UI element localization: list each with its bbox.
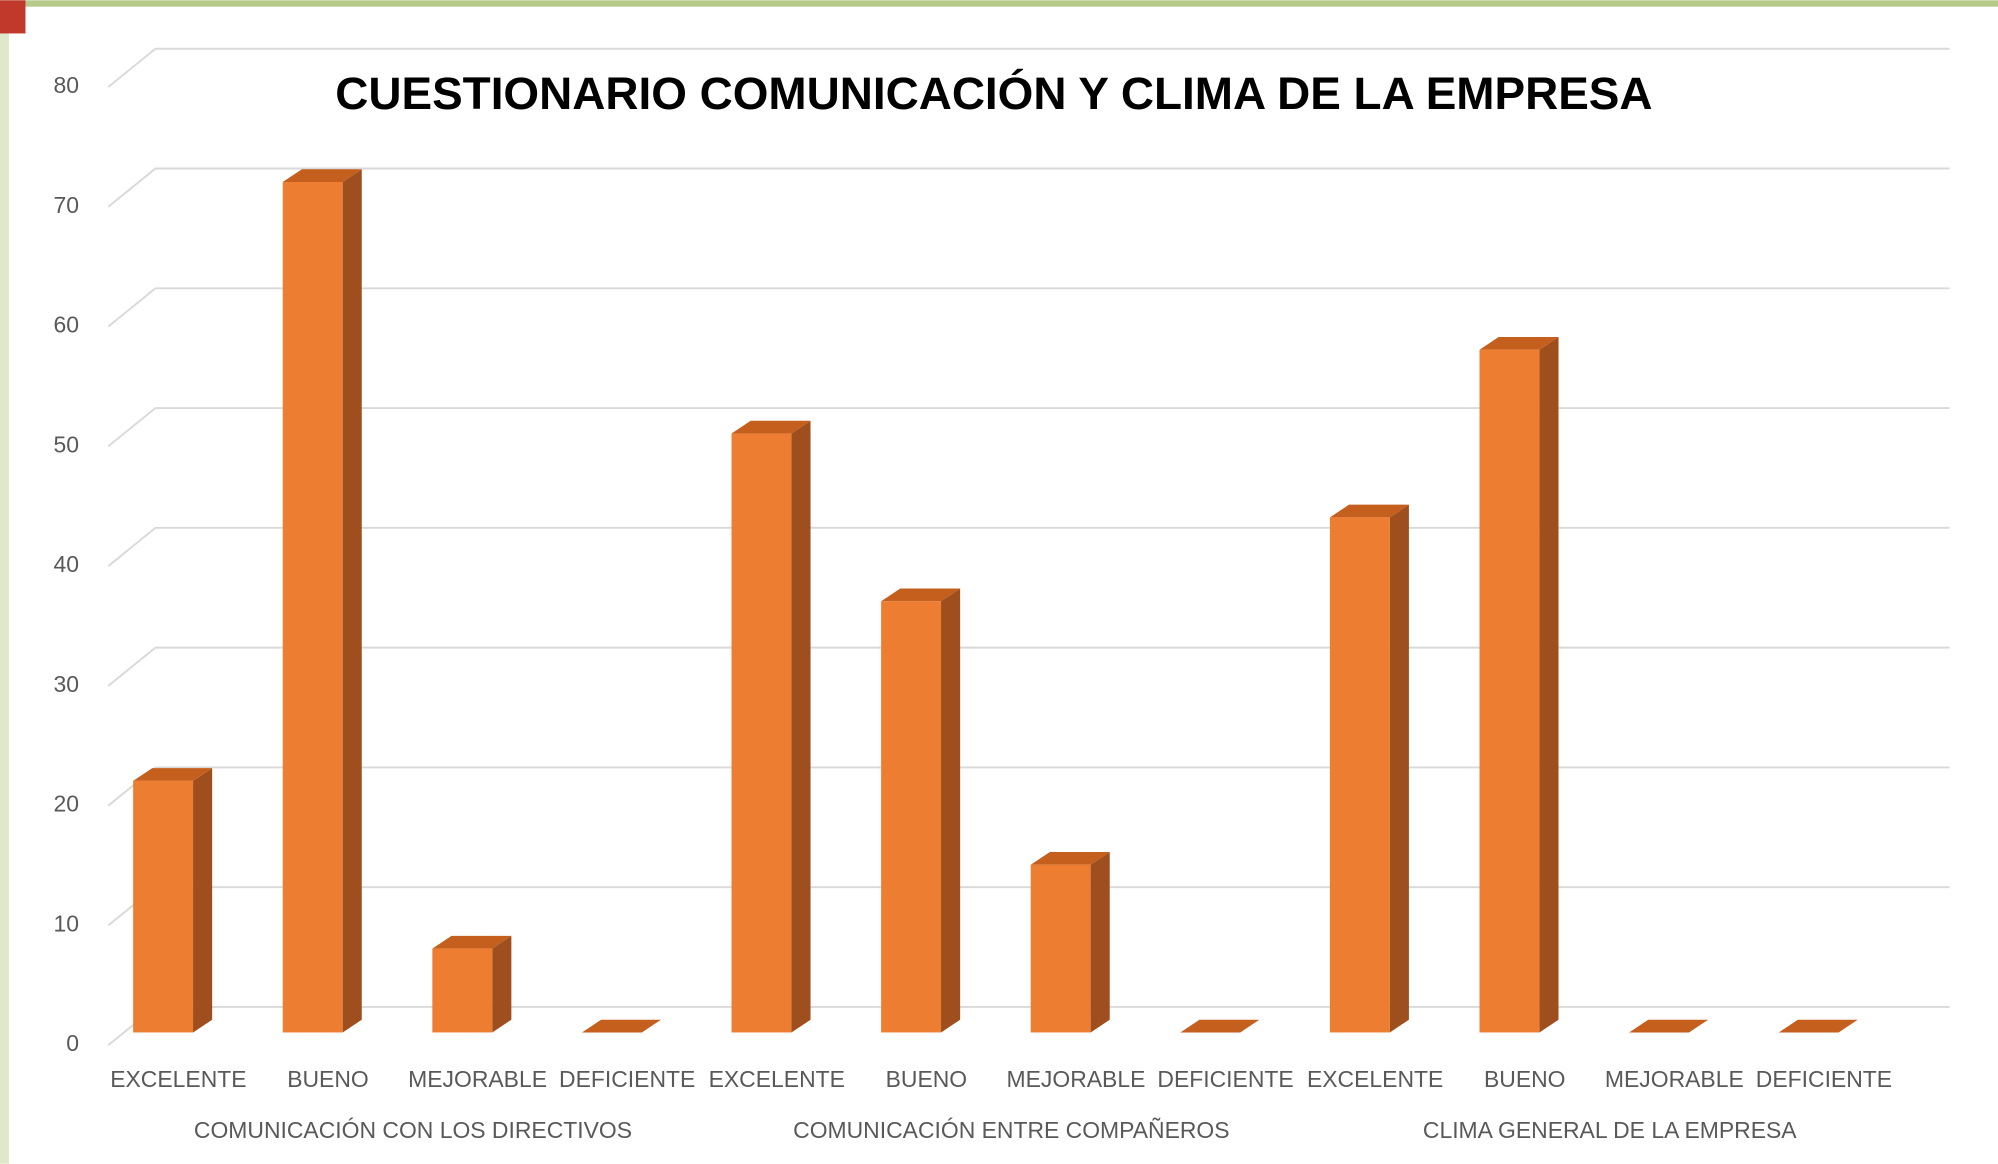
corner-accent (0, 0, 26, 34)
bar-top (581, 1019, 661, 1033)
top-border (0, 0, 1998, 7)
bar (581, 1019, 661, 1033)
bar-top (731, 420, 811, 434)
bar (1030, 852, 1110, 1033)
y-tick-label: 50 (54, 431, 79, 457)
x-tick-label: BUENO (886, 1066, 968, 1092)
x-tick-label: MEJORABLE (1605, 1066, 1744, 1092)
bar-front (1030, 864, 1091, 1033)
x-tick-label: BUENO (1484, 1066, 1566, 1092)
x-tick-label: DEFICIENTE (1756, 1066, 1892, 1092)
bar-top (133, 768, 213, 781)
bar-front (1479, 349, 1540, 1033)
grid-line (107, 407, 1950, 448)
y-tick-label: 70 (54, 192, 79, 218)
bar-top (1629, 1019, 1709, 1033)
grid-line (107, 526, 1950, 567)
bar-top (1030, 852, 1110, 865)
bar-top (1180, 1019, 1260, 1033)
bar-side (342, 169, 362, 1033)
bar-side (1389, 504, 1409, 1033)
group-label: COMUNICACIÓN ENTRE COMPAÑEROS (793, 1117, 1229, 1143)
bar (1629, 1019, 1709, 1033)
x-tick-label: DEFICIENTE (1157, 1066, 1293, 1092)
y-tick-label: 30 (54, 671, 79, 697)
bar (731, 420, 811, 1033)
grid-line (107, 886, 1950, 927)
x-tick-label: EXCELENTE (110, 1066, 246, 1092)
bar-side (941, 588, 961, 1033)
group-label: CLIMA GENERAL DE LA EMPRESA (1423, 1117, 1797, 1143)
y-tick-label: 0 (66, 1030, 79, 1056)
y-tick-label: 40 (54, 551, 79, 577)
left-border (0, 0, 9, 1164)
bar-side (193, 768, 213, 1033)
bar (1778, 1019, 1858, 1033)
bar-top (1329, 504, 1409, 518)
bar-front (881, 601, 942, 1033)
bar-front (133, 780, 194, 1033)
x-tick-label: DEFICIENTE (559, 1066, 695, 1092)
grid-line (107, 287, 1950, 328)
bar (1479, 336, 1559, 1033)
y-tick-label: 20 (54, 791, 79, 817)
group-label: COMUNICACIÓN CON LOS DIRECTIVOS (194, 1117, 632, 1143)
bar-front (731, 433, 792, 1033)
y-tick-label: 10 (54, 910, 79, 936)
bar (282, 169, 362, 1033)
x-tick-label: BUENO (287, 1066, 369, 1092)
bar-top (1479, 336, 1559, 350)
grid-line (107, 167, 1950, 208)
grid-line (107, 766, 1950, 807)
x-tick-label: MEJORABLE (1007, 1066, 1146, 1092)
x-tick-label: MEJORABLE (408, 1066, 547, 1092)
bar (1180, 1019, 1260, 1033)
bar-front (282, 182, 343, 1033)
x-tick-label: EXCELENTE (709, 1066, 845, 1092)
bar-top (432, 935, 512, 949)
bar-side (791, 420, 811, 1033)
bar (432, 935, 512, 1033)
bar (881, 588, 961, 1033)
bar-top (1778, 1019, 1858, 1033)
grid-line (107, 646, 1950, 687)
y-tick-label: 60 (54, 312, 79, 338)
bar-side (1090, 852, 1110, 1033)
bar-side (492, 935, 512, 1033)
bar (133, 768, 213, 1033)
bar-front (432, 948, 493, 1033)
bar-top (282, 169, 362, 183)
x-tick-label: EXCELENTE (1307, 1066, 1443, 1092)
chart-title: CUESTIONARIO COMUNICACIÓN Y CLIMA DE LA … (335, 67, 1652, 119)
bar-front (1329, 517, 1390, 1033)
grid-line (107, 47, 1950, 88)
bar-side (1539, 336, 1559, 1033)
y-tick-label: 80 (54, 72, 79, 98)
bar-top (881, 588, 961, 602)
bar (1329, 504, 1409, 1033)
